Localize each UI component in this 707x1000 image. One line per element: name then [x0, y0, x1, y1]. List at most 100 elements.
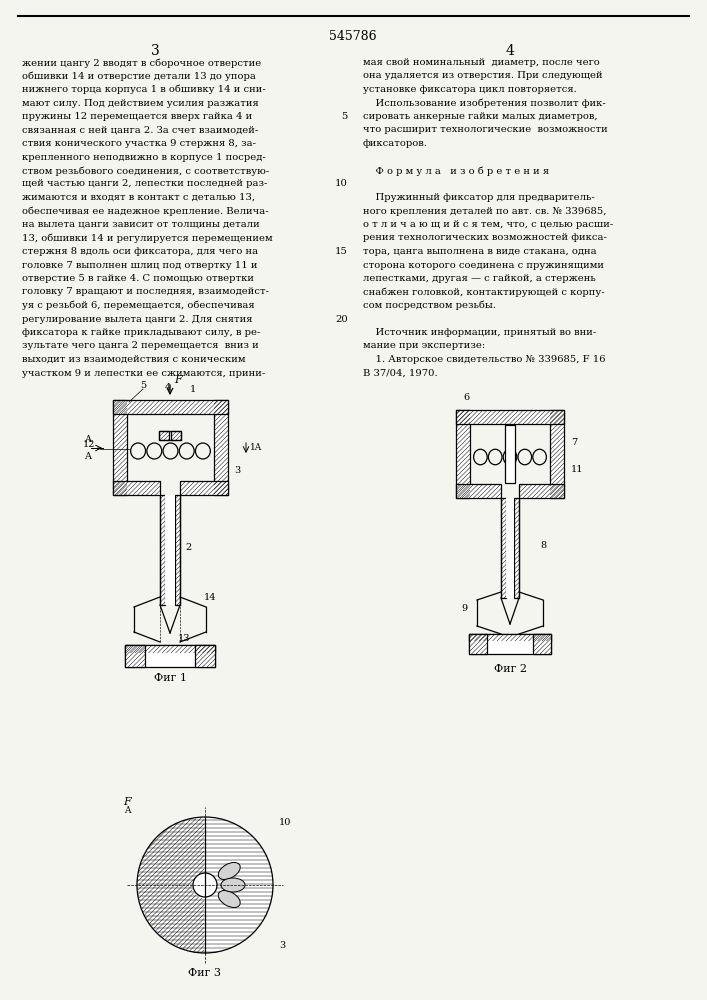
- Text: мая свой номинальный  диаметр, после чего: мая свой номинальный диаметр, после чего: [363, 58, 600, 67]
- Text: 13, обшивки 14 и регулируется перемещением: 13, обшивки 14 и регулируется перемещени…: [22, 233, 273, 243]
- Ellipse shape: [218, 862, 240, 880]
- Bar: [469, 634, 551, 641]
- Text: 3: 3: [279, 941, 285, 950]
- Text: рения технологических возможностей фикса-: рения технологических возможностей фикса…: [363, 233, 607, 242]
- Text: В 37/04, 1970.: В 37/04, 1970.: [363, 368, 438, 377]
- Text: связанная с ней цанга 2. За счет взаимодей-: связанная с ней цанга 2. За счет взаимод…: [22, 125, 258, 134]
- Bar: [125, 645, 145, 667]
- Text: Фиг 3: Фиг 3: [189, 968, 221, 978]
- Text: о т л и ч а ю щ и й с я тем, что, с целью расши-: о т л и ч а ю щ и й с я тем, что, с цель…: [363, 220, 613, 229]
- Bar: [165, 495, 175, 605]
- Text: 14: 14: [204, 593, 216, 602]
- Bar: [456, 484, 501, 498]
- Bar: [505, 425, 515, 483]
- Text: мание при экспертизе:: мание при экспертизе:: [363, 342, 485, 351]
- Text: A: A: [85, 435, 91, 444]
- Ellipse shape: [221, 878, 245, 892]
- Text: мают силу. Под действием усилия разжатия: мают силу. Под действием усилия разжатия: [22, 99, 259, 107]
- Circle shape: [193, 873, 217, 897]
- Text: 1A: 1A: [250, 444, 262, 452]
- Text: выходит из взаимодействия с коническим: выходит из взаимодействия с коническим: [22, 355, 245, 364]
- Bar: [469, 634, 551, 654]
- Text: Фиг 1: Фиг 1: [153, 673, 187, 683]
- Text: 8: 8: [540, 541, 546, 550]
- Text: головке 7 выполнен шлиц под отвертку 11 и: головке 7 выполнен шлиц под отвертку 11 …: [22, 260, 257, 269]
- Text: снабжен головкой, контактирующей с корпу-: снабжен головкой, контактирующей с корпу…: [363, 288, 604, 297]
- Text: сторона которого соединена с пружинящими: сторона которого соединена с пружинящими: [363, 260, 604, 269]
- Text: она удаляется из отверстия. При следующей: она удаляется из отверстия. При следующе…: [363, 72, 602, 81]
- Text: что расширит технологические  возможности: что расширит технологические возможности: [363, 125, 608, 134]
- Bar: [171, 431, 181, 440]
- Bar: [550, 410, 564, 498]
- Bar: [113, 400, 127, 495]
- Text: установке фиксатора цикл повторяется.: установке фиксатора цикл повторяется.: [363, 85, 577, 94]
- Text: F: F: [174, 375, 182, 385]
- Bar: [113, 481, 160, 495]
- Text: 20: 20: [335, 314, 348, 324]
- Bar: [514, 498, 519, 598]
- Text: Источник информации, принятый во вни-: Источник информации, принятый во вни-: [363, 328, 596, 337]
- Circle shape: [137, 817, 273, 953]
- Text: стержня 8 вдоль оси фиксатора, для чего на: стержня 8 вдоль оси фиксатора, для чего …: [22, 247, 258, 256]
- Bar: [125, 645, 215, 667]
- Bar: [113, 400, 228, 414]
- Text: головку 7 вращают и последняя, взаимодейст-: головку 7 вращают и последняя, взаимодей…: [22, 288, 269, 296]
- Bar: [195, 645, 215, 667]
- Bar: [180, 481, 228, 495]
- Bar: [214, 400, 228, 495]
- Text: 3: 3: [151, 44, 159, 58]
- Text: фиксатора к гайке прикладывают силу, в ре-: фиксатора к гайке прикладывают силу, в р…: [22, 328, 260, 337]
- Text: Фиг 2: Фиг 2: [493, 664, 527, 674]
- Text: 3: 3: [234, 466, 240, 475]
- Text: Пружинный фиксатор для предваритель-: Пружинный фиксатор для предваритель-: [363, 193, 595, 202]
- Text: лепестками, другая — с гайкой, а стержень: лепестками, другая — с гайкой, а стержен…: [363, 274, 596, 283]
- Bar: [456, 410, 564, 424]
- Bar: [175, 495, 180, 605]
- Text: 1. Авторское свидетельство № 339685, F 16: 1. Авторское свидетельство № 339685, F 1…: [363, 355, 605, 364]
- Text: 545786: 545786: [329, 30, 377, 43]
- Text: F: F: [123, 797, 131, 807]
- Text: Использование изобретения позволит фик-: Использование изобретения позволит фик-: [363, 99, 606, 108]
- Bar: [501, 498, 506, 598]
- Text: нижнего торца корпуса 1 в обшивку 14 и сни-: нижнего торца корпуса 1 в обшивку 14 и с…: [22, 85, 266, 95]
- Text: 4: 4: [506, 44, 515, 58]
- Text: 1: 1: [190, 385, 196, 394]
- Text: 6: 6: [463, 393, 469, 402]
- Text: участком 9 и лепестки ее сжимаются, прини-: участком 9 и лепестки ее сжимаются, прин…: [22, 368, 265, 377]
- Text: зультате чего цанга 2 перемещается  вниз и: зультате чего цанга 2 перемещается вниз …: [22, 342, 259, 351]
- Text: щей частью цанги 2, лепестки последней раз-: щей частью цанги 2, лепестки последней р…: [22, 180, 267, 188]
- Text: жении цангу 2 вводят в сборочное отверстие: жении цангу 2 вводят в сборочное отверст…: [22, 58, 262, 68]
- Bar: [533, 634, 551, 654]
- Ellipse shape: [218, 890, 240, 908]
- Bar: [125, 645, 215, 653]
- Text: 15: 15: [335, 247, 348, 256]
- Text: сировать анкерные гайки малых диаметров,: сировать анкерные гайки малых диаметров,: [363, 112, 597, 121]
- Text: на вылета цанги зависит от толщины детали: на вылета цанги зависит от толщины детал…: [22, 220, 259, 229]
- Text: 4: 4: [165, 383, 171, 392]
- Text: отверстие 5 в гайке 4. С помощью отвертки: отверстие 5 в гайке 4. С помощью отвертк…: [22, 274, 254, 283]
- Bar: [160, 495, 165, 605]
- Text: 13: 13: [178, 634, 190, 643]
- Text: 9: 9: [462, 604, 468, 613]
- Text: 7: 7: [571, 438, 577, 447]
- Text: A: A: [85, 452, 91, 461]
- Text: 5: 5: [140, 381, 146, 390]
- Text: ством резьбового соединения, с соответствую-: ством резьбового соединения, с соответст…: [22, 166, 269, 176]
- Bar: [456, 410, 470, 498]
- Text: 11: 11: [571, 465, 583, 474]
- Text: тора, цанга выполнена в виде стакана, одна: тора, цанга выполнена в виде стакана, од…: [363, 247, 597, 256]
- Text: ствия конического участка 9 стержня 8, за-: ствия конического участка 9 стержня 8, з…: [22, 139, 256, 148]
- Text: уя с резьбой 6, перемещается, обеспечивая: уя с резьбой 6, перемещается, обеспечива…: [22, 301, 255, 310]
- Text: 5: 5: [341, 112, 348, 121]
- Text: A: A: [124, 806, 130, 815]
- Text: 10: 10: [335, 180, 348, 188]
- Text: 2: 2: [185, 543, 192, 552]
- Bar: [506, 498, 514, 598]
- Bar: [469, 634, 487, 654]
- Text: крепленного неподвижно в корпусе 1 посред-: крепленного неподвижно в корпусе 1 посре…: [22, 152, 266, 161]
- Text: жимаются и входят в контакт с деталью 13,: жимаются и входят в контакт с деталью 13…: [22, 193, 255, 202]
- Text: 12: 12: [83, 440, 95, 449]
- Text: фиксаторов.: фиксаторов.: [363, 139, 428, 148]
- Bar: [159, 431, 181, 440]
- Bar: [519, 484, 564, 498]
